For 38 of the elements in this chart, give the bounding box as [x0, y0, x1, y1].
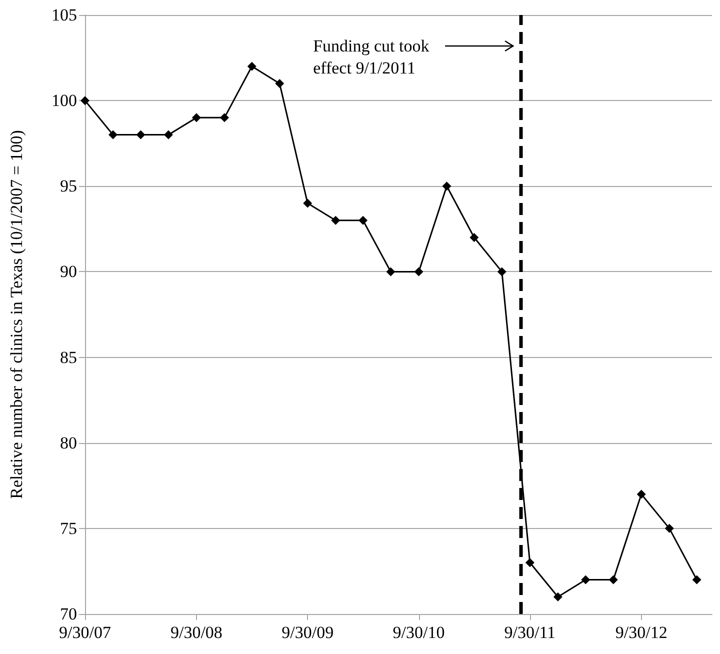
- point: [470, 232, 479, 242]
- y-tick-label: 90: [60, 262, 77, 282]
- point: [692, 575, 702, 584]
- y-tick-label: 70: [60, 604, 77, 624]
- point: [553, 592, 562, 602]
- x-tick-label: 9/30/11: [504, 623, 556, 642]
- x-tick-label: 9/30/07: [59, 623, 112, 642]
- point: [303, 198, 312, 208]
- point: [136, 130, 146, 140]
- x-tick-label: 9/30/08: [170, 623, 222, 642]
- point: [358, 216, 368, 225]
- x-tick-label: 9/30/12: [615, 623, 668, 642]
- point: [331, 216, 340, 225]
- point: [581, 575, 590, 584]
- point: [220, 113, 229, 122]
- point: [608, 575, 618, 584]
- y-tick-label: 105: [52, 6, 77, 24]
- point: [442, 182, 452, 191]
- point: [192, 113, 201, 122]
- point: [525, 558, 534, 568]
- y-axis-title: Relative number of clinics in Texas (10/1/2007 = 100): [7, 130, 26, 499]
- point: [636, 490, 646, 499]
- ref-line-label: Funding cut took effect 9/1/2011: [313, 36, 430, 78]
- point: [664, 524, 674, 533]
- x-tick-label: 9/30/10: [392, 623, 445, 642]
- y-tick-label: 80: [60, 433, 77, 452]
- point: [414, 267, 424, 276]
- point: [247, 62, 256, 71]
- point: [164, 130, 173, 140]
- y-tick-label: 85: [60, 348, 77, 367]
- y-tick-label: 100: [52, 91, 77, 110]
- point: [386, 267, 396, 276]
- point: [108, 130, 118, 140]
- point: [275, 78, 284, 88]
- x-tick-label: 9/30/09: [282, 623, 334, 642]
- point: [497, 267, 506, 276]
- y-tick-label: 95: [60, 176, 77, 196]
- y-tick-label: 75: [60, 518, 77, 538]
